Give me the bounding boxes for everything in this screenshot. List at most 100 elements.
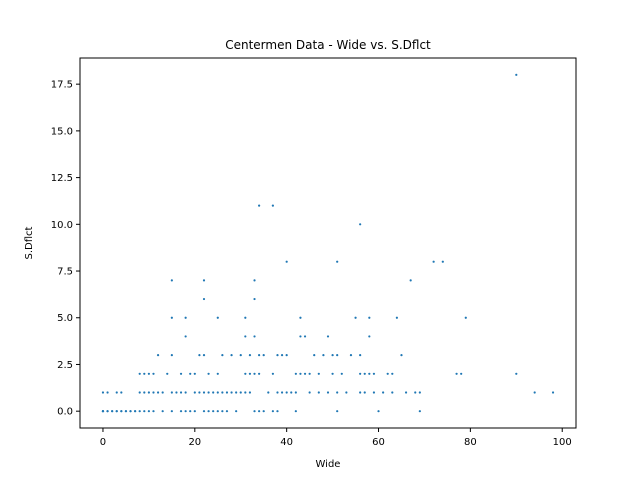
data-point xyxy=(432,260,435,263)
data-point xyxy=(368,316,371,319)
data-point xyxy=(391,391,394,394)
data-point xyxy=(161,391,164,394)
data-point xyxy=(349,354,353,357)
data-point xyxy=(207,410,210,413)
y-tick-label: 5.0 xyxy=(57,313,73,324)
data-point xyxy=(299,316,302,319)
data-point xyxy=(134,410,137,413)
data-point xyxy=(267,391,270,394)
data-point xyxy=(533,391,536,394)
data-point xyxy=(230,354,233,357)
y-axis: 0.0 2.5 5.0 7.5 10.0 12.5 15.0 17.5 xyxy=(51,80,80,418)
plot-frame xyxy=(79,57,577,429)
data-point xyxy=(244,335,247,338)
data-point xyxy=(368,335,371,338)
data-point xyxy=(244,316,247,319)
data-point xyxy=(120,391,123,394)
data-point xyxy=(166,372,169,375)
data-point xyxy=(322,354,325,357)
data-point xyxy=(221,354,224,357)
data-point xyxy=(303,335,307,338)
data-point xyxy=(409,279,412,282)
data-point xyxy=(152,410,155,413)
data-point xyxy=(138,410,141,413)
data-point xyxy=(359,354,362,357)
data-point xyxy=(184,316,187,319)
data-point xyxy=(248,354,252,357)
data-point xyxy=(138,391,141,394)
data-point xyxy=(395,316,398,319)
data-point xyxy=(294,410,297,413)
data-point xyxy=(404,391,408,394)
data-point xyxy=(253,279,256,282)
data-point xyxy=(258,204,261,207)
data-point xyxy=(170,410,173,413)
data-point xyxy=(156,391,160,394)
data-point xyxy=(111,410,114,413)
data-point xyxy=(175,391,178,394)
data-point xyxy=(115,391,118,394)
data-point xyxy=(331,354,334,357)
data-point xyxy=(280,354,284,357)
data-point xyxy=(299,372,302,375)
data-point xyxy=(221,410,224,413)
data-point xyxy=(235,391,238,394)
data-point xyxy=(418,410,421,413)
x-axis: 0 20 40 60 80 100 xyxy=(100,428,572,448)
data-point xyxy=(382,391,385,394)
data-point xyxy=(308,372,311,375)
data-point xyxy=(551,391,555,394)
data-point xyxy=(515,73,518,76)
x-tick-label: 60 xyxy=(372,437,385,448)
data-point xyxy=(258,354,261,357)
data-point xyxy=(239,391,242,394)
data-point xyxy=(253,410,256,413)
data-point xyxy=(280,391,284,394)
data-point xyxy=(202,297,206,301)
data-point xyxy=(345,391,348,394)
data-point xyxy=(294,391,297,394)
y-tick-label: 12.5 xyxy=(51,173,73,184)
data-point xyxy=(129,410,132,413)
data-point xyxy=(372,391,376,394)
data-point xyxy=(340,372,343,375)
data-point xyxy=(336,260,339,263)
data-point xyxy=(170,279,173,282)
data-point xyxy=(230,391,233,394)
data-point xyxy=(193,410,196,413)
data-point xyxy=(202,279,206,282)
data-point xyxy=(216,316,219,319)
data-point xyxy=(225,391,229,394)
data-point xyxy=(216,391,219,394)
data-point xyxy=(248,372,252,375)
data-point xyxy=(354,316,357,319)
data-point xyxy=(147,391,150,394)
data-point xyxy=(359,391,362,394)
data-point xyxy=(143,410,146,413)
data-point xyxy=(400,354,403,357)
data-point xyxy=(198,391,201,394)
data-point xyxy=(441,260,444,263)
data-point xyxy=(207,391,210,394)
data-point xyxy=(271,372,274,375)
data-point xyxy=(336,354,339,357)
data-point xyxy=(179,391,183,394)
data-point xyxy=(212,391,215,394)
data-point xyxy=(161,410,164,413)
data-point xyxy=(244,372,247,375)
data-point xyxy=(244,391,247,394)
data-point xyxy=(336,410,339,413)
data-point xyxy=(303,372,307,375)
data-point xyxy=(184,335,187,338)
y-tick-label: 10.0 xyxy=(51,220,73,231)
data-point xyxy=(317,391,320,394)
y-tick-label: 0.0 xyxy=(57,407,73,418)
data-point xyxy=(193,391,196,394)
data-point xyxy=(271,204,274,207)
x-tick-label: 0 xyxy=(100,437,106,448)
data-point xyxy=(515,372,518,375)
data-point xyxy=(179,372,183,375)
y-tick-label: 15.0 xyxy=(51,126,73,137)
